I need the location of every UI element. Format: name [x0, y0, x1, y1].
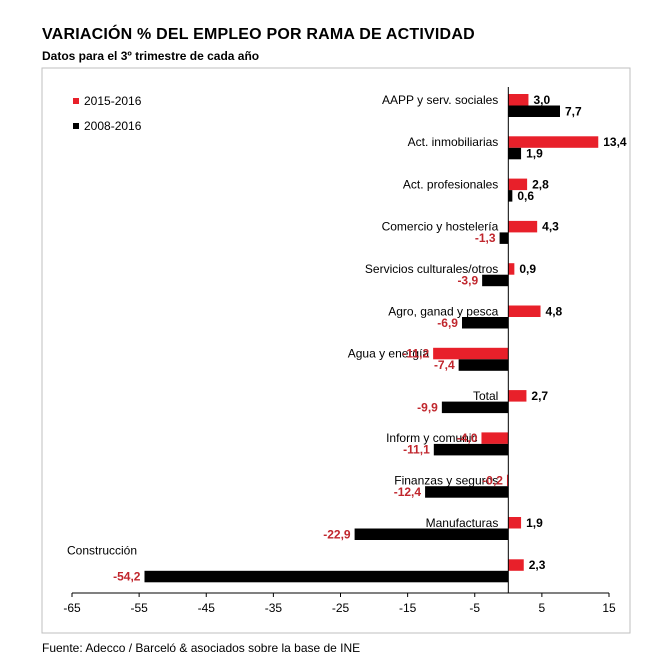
value-label-2008-2016-aapp-y-serv-sociales: 7,7 [565, 104, 582, 118]
category-label-agro-ganad-y-pesca: Agro, ganad y pesca [388, 304, 498, 318]
category-label-aapp-y-serv-sociales: AAPP y serv. sociales [382, 93, 498, 107]
bar-series-2015-2016-construccion [508, 559, 524, 571]
value-label-2015-2016-finanzas-y-seguros: -0,2 [482, 473, 503, 487]
value-label-2015-2016-manufacturas: 1,9 [526, 516, 543, 530]
value-label-2008-2016-act-profesionales: 0,6 [517, 189, 534, 203]
value-label-2008-2016-finanzas-y-seguros: -12,4 [394, 485, 422, 499]
bar-series-2015-2016-total [508, 390, 527, 402]
x-tick-label: -45 [198, 601, 216, 615]
x-tick-label: -5 [469, 601, 480, 615]
category-label-inform-y-comunic: Inform y comunic [386, 431, 477, 445]
x-tick-label: -15 [399, 601, 417, 615]
bar-series-2015-2016-agua-y-energia [433, 347, 509, 360]
bar-series-2008-2016-act-inmobiliarias [508, 147, 522, 160]
value-label-2008-2016-construccion: -54,2 [113, 570, 141, 584]
value-label-2008-2016-agua-y-energia: -7,4 [434, 358, 455, 372]
value-label-2015-2016-act-profesionales: 2,8 [532, 177, 549, 191]
plot-frame [41, 67, 631, 634]
legend-swatch-2015-2016 [73, 98, 79, 104]
category-label-total: Total [473, 389, 498, 403]
value-label-2008-2016-total: -9,9 [417, 400, 438, 414]
category-label-manufacturas: Manufacturas [426, 516, 499, 530]
bar-series-2008-2016-agro-ganad-y-pesca [461, 317, 509, 329]
category-label-comercio-y-hosteleria: Comercio y hostelería [382, 220, 499, 234]
bar-series-2008-2016-servicios-culturales-otros [482, 274, 509, 287]
bar-series-2008-2016-comercio-y-hosteleria [499, 232, 509, 244]
category-label-act-profesionales: Act. profesionales [403, 177, 498, 191]
x-tick-label: -35 [265, 601, 283, 615]
category-label-act-inmobiliarias: Act. inmobiliarias [408, 135, 499, 149]
value-label-2008-2016-manufacturas: -22,9 [323, 527, 351, 541]
category-label-construccion: Construcción [67, 543, 137, 557]
bar-series-2015-2016-aapp-y-serv-sociales [508, 94, 529, 106]
bar-series-2008-2016-total [441, 401, 509, 414]
x-tick-label: -55 [130, 601, 148, 615]
source-note: Fuente: Adecco / Barceló & asociados sob… [42, 641, 361, 655]
value-label-2015-2016-servicios-culturales-otros: 0,9 [519, 262, 536, 276]
bar-series-2015-2016-servicios-culturales-otros [508, 263, 515, 275]
x-tick-label: 15 [602, 601, 616, 615]
legend-label-2015-2016: 2015-2016 [84, 94, 142, 108]
bar-series-2008-2016-construccion [144, 570, 509, 583]
bar-series-2008-2016-agua-y-energia [458, 359, 509, 371]
value-label-2008-2016-servicios-culturales-otros: -3,9 [457, 273, 478, 287]
value-label-2015-2016-agro-ganad-y-pesca: 4,8 [546, 304, 563, 318]
value-label-2008-2016-agro-ganad-y-pesca: -6,9 [437, 316, 458, 330]
bars: AAPP y serv. sociales 3,0 7,7 Act. inmobili… [67, 93, 627, 584]
x-tick-label: -25 [332, 601, 350, 615]
value-label-2015-2016-act-inmobiliarias: 13,4 [603, 135, 627, 149]
bar-series-2008-2016-finanzas-y-seguros [425, 486, 509, 498]
value-label-2008-2016-act-inmobiliarias: 1,9 [526, 147, 543, 161]
bar-series-2015-2016-agro-ganad-y-pesca [508, 305, 541, 317]
legend-swatch-2008-2016 [73, 123, 79, 129]
value-label-2008-2016-inform-y-comunic: -11,1 [403, 443, 430, 457]
category-label-agua-y-energia: Agua y energía [348, 347, 430, 361]
bar-series-2015-2016-comercio-y-hosteleria [508, 220, 538, 233]
category-label-servicios-culturales-otros: Servicios culturales/otros [365, 262, 498, 276]
bar-series-2015-2016-act-inmobiliarias [508, 136, 599, 148]
value-label-2015-2016-total: 2,7 [531, 389, 548, 403]
category-label-finanzas-y-seguros: Finanzas y seguros [394, 473, 498, 487]
value-label-2015-2016-comercio-y-hosteleria: 4,3 [542, 220, 559, 234]
value-label-2015-2016-inform-y-comunic: -4,0 [457, 431, 478, 445]
bar-series-2008-2016-inform-y-comunic [433, 443, 509, 456]
chart-subtitle: Datos para el 3º trimestre de cada año [42, 49, 260, 63]
bar-series-2015-2016-act-profesionales [508, 178, 528, 191]
x-tick-label: 5 [539, 601, 546, 615]
legend: 2015-2016 2008-2016 [73, 94, 142, 133]
bar-series-2015-2016-finanzas-y-seguros [506, 474, 509, 487]
legend-label-2008-2016: 2008-2016 [84, 119, 142, 133]
bar-series-2008-2016-manufacturas [354, 528, 509, 540]
value-label-2015-2016-construccion: 2,3 [529, 558, 546, 572]
value-label-2015-2016-agua-y-energia: -11,2 [402, 347, 429, 361]
value-label-2015-2016-aapp-y-serv-sociales: 3,0 [533, 93, 550, 107]
value-label-2008-2016-comercio-y-hosteleria: -1,3 [475, 231, 496, 245]
chart-title: VARIACIÓN % DEL EMPLEO POR RAMA DE ACTIV… [42, 26, 475, 43]
bar-series-2008-2016-aapp-y-serv-sociales [508, 105, 560, 117]
bar-series-2015-2016-manufacturas [508, 517, 522, 529]
x-tick-label: -65 [63, 601, 81, 615]
bar-series-2008-2016-act-profesionales [508, 190, 513, 202]
bar-series-2015-2016-inform-y-comunic [481, 432, 509, 444]
x-axis: -65 -55 -45 -35 -25 -15 -5 5 15 [63, 87, 616, 615]
